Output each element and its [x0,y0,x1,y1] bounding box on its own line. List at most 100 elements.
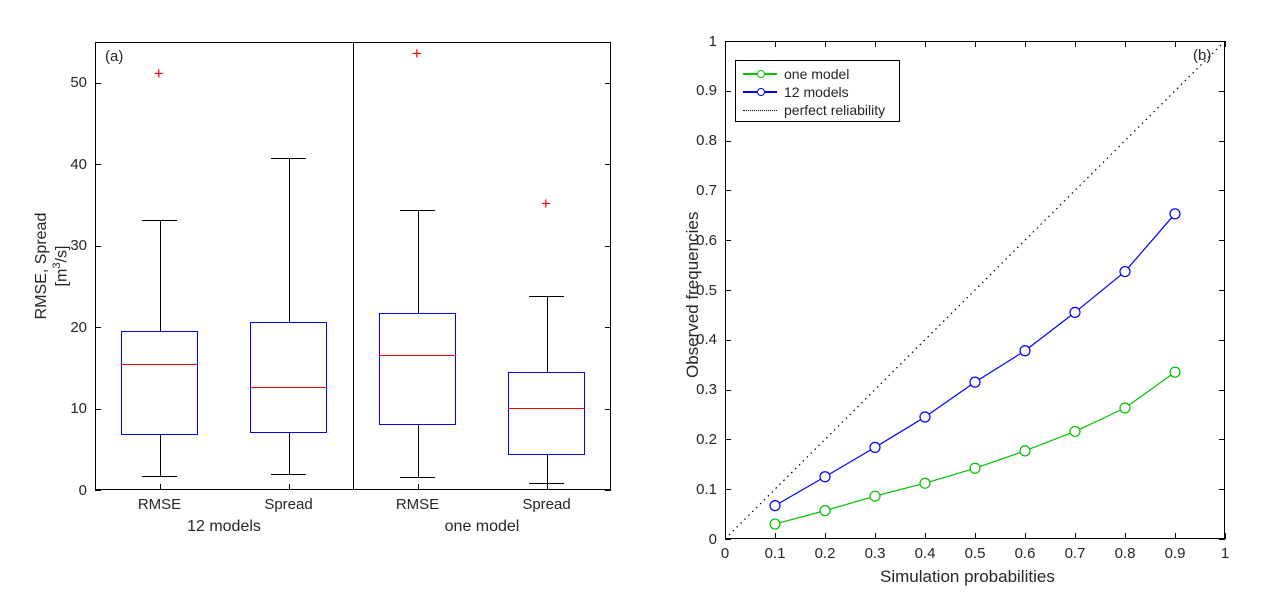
xtick-label: 0.8 [1110,545,1140,562]
xtick-mark [1075,41,1076,47]
ytick-mark [95,327,101,328]
xtick-mark [975,533,976,539]
xtick-mark [775,41,776,47]
ytick-label: 0 [79,482,87,499]
ytick-label: 0.6 [696,232,717,249]
xtick-mark [1025,41,1026,47]
whisker [547,296,548,372]
xtick-label: 0.7 [1060,545,1090,562]
box-median [379,355,456,356]
series-marker-twelve_models [770,501,780,511]
xtick-label: 0.1 [760,545,790,562]
box [121,331,198,435]
ytick-label: 20 [70,319,87,336]
legend-label: 12 models [784,84,849,100]
series-line-twelve_models [775,214,1175,506]
xtick-mark [825,533,826,539]
xtick-label: 0.2 [810,545,840,562]
ytick-mark [1219,489,1225,490]
legend-line-icon [743,73,777,75]
ylabel-line2b: /s] [53,246,70,263]
ytick-mark [95,83,101,84]
box [508,372,585,455]
ytick-mark [1219,141,1225,142]
legend-row: 12 models [743,84,849,100]
xtick-mark [1025,533,1026,539]
ytick-mark [95,246,101,247]
ytick-label: 0 [709,531,717,548]
group-label: one model [432,518,532,536]
legend-row: perfect reliability [743,102,885,118]
boxplot-ylabel: RMSE, Spread [m3/s] [33,166,71,366]
legend-label: perfect reliability [784,102,885,118]
ylabel-line2a: [m [53,269,70,287]
legend-marker-perfect [743,110,777,111]
ytick-mark [725,439,731,440]
legend-line-icon [743,91,777,93]
panel-a-label: (a) [105,48,123,65]
box-median [508,408,585,409]
xtick-mark [1075,533,1076,539]
whisker [289,158,290,323]
ytick-label: 0.5 [696,282,717,299]
series-marker-one_model [820,506,830,516]
xtick-mark [1225,533,1226,539]
ytick-label: 0.4 [696,331,717,348]
series-marker-one_model [1020,446,1030,456]
ytick-mark [725,539,731,540]
box-median [250,387,327,388]
xtick-label: RMSE [378,496,458,513]
xtick-mark [1175,41,1176,47]
ytick-mark [1219,340,1225,341]
ytick-mark [725,41,731,42]
series-marker-one_model [770,519,780,529]
ytick-label: 1 [709,33,717,50]
panel-b-label: (b) [1193,47,1211,64]
legend-circle-icon [757,88,765,96]
ytick-label: 10 [70,400,87,417]
series-line-one_model [775,372,1175,524]
series-marker-one_model [1170,367,1180,377]
outlier-marker: + [412,44,422,64]
ytick-label: 40 [70,156,87,173]
series-marker-one_model [1120,403,1130,413]
whisker [160,220,161,332]
whisker [418,210,419,313]
xtick-mark [925,41,926,47]
box-median [121,364,198,365]
xtick-mark [1175,533,1176,539]
ylabel-sup: 3 [51,262,63,268]
ytick-label: 50 [70,74,87,91]
ytick-mark [95,409,101,410]
xtick-mark [160,484,161,490]
ytick-mark [1219,91,1225,92]
box [379,313,456,425]
xtick-mark [825,41,826,47]
xtick-mark [547,484,548,490]
xtick-mark [1125,41,1126,47]
xtick-label: Spread [249,496,329,513]
ytick-mark [725,141,731,142]
ytick-label: 0.8 [696,132,717,149]
xtick-label: 0.4 [910,545,940,562]
xtick-label: 0.3 [860,545,890,562]
ytick-mark [605,246,611,247]
boxplot-divider [353,42,354,490]
ytick-mark [725,489,731,490]
ytick-label: 0.3 [696,381,717,398]
outlier-marker: + [154,64,164,84]
xtick-mark [289,484,290,490]
legend-circle-icon [757,70,765,78]
series-marker-twelve_models [1020,346,1030,356]
xtick-mark [1225,41,1226,47]
xtick-mark [1125,533,1126,539]
ytick-mark [1219,290,1225,291]
series-marker-twelve_models [820,472,830,482]
figure-page: (a) RMSE, Spread [m3/s] (b) Simulation p… [0,0,1263,601]
ytick-label: 0.2 [696,431,717,448]
whisker [547,455,548,483]
xtick-label: 0.6 [1010,545,1040,562]
ytick-mark [95,164,101,165]
box [250,322,327,433]
xtick-label: 0.9 [1160,545,1190,562]
